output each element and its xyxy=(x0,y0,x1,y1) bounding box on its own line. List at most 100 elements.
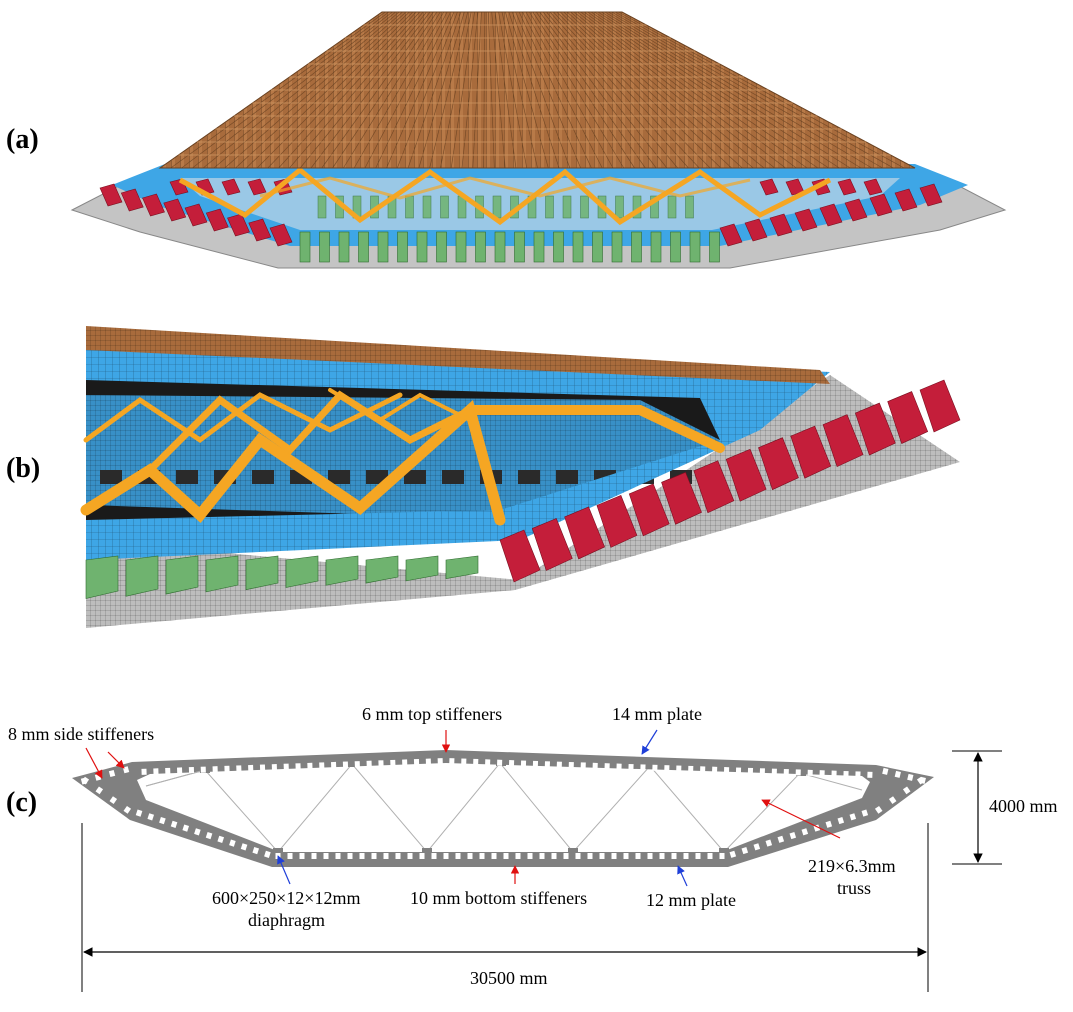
label-truss-1: 219×6.3mm xyxy=(808,856,896,876)
side-stiffener xyxy=(919,183,943,207)
bottom-stiffener xyxy=(553,231,564,263)
panel-label-c: (c) xyxy=(6,787,38,818)
bottom-stiffener xyxy=(709,231,720,263)
bottom-stiffener xyxy=(338,231,350,263)
side-stiffener xyxy=(227,213,250,237)
panel-b-model xyxy=(80,326,961,628)
bottom-stiffener xyxy=(572,231,584,263)
side-stiffener xyxy=(790,425,832,479)
side-stiffener xyxy=(919,379,961,433)
bottom-stiffener xyxy=(422,195,432,219)
bottom-stiffener xyxy=(436,231,447,263)
side-stiffener xyxy=(248,218,272,242)
bottom-stiffener xyxy=(285,555,319,588)
side-stiffener xyxy=(822,414,864,468)
bottom-stiffener xyxy=(670,231,681,263)
bottom-stiffener xyxy=(205,555,239,593)
side-stiffener xyxy=(855,402,896,456)
bottom-stiffener xyxy=(615,195,624,219)
arrow-side-stiffeners-1 xyxy=(85,747,103,779)
bottom-stiffener xyxy=(455,231,467,263)
side-stiffener xyxy=(661,471,702,525)
arrow-side-stiffeners-2 xyxy=(107,751,125,769)
truss-b xyxy=(80,388,725,526)
arrow-top-plate xyxy=(641,729,658,755)
bottom-stiffener xyxy=(319,231,330,263)
side-stiffener xyxy=(863,178,883,196)
bottom-stiffener xyxy=(299,231,311,263)
bottom-stiffener xyxy=(689,231,701,263)
bottom-stiffener xyxy=(317,195,327,219)
side-stiffener xyxy=(221,178,241,196)
side-stiffener xyxy=(247,178,267,196)
side-stiffener xyxy=(628,483,670,537)
side-stiffener xyxy=(894,188,918,212)
side-stiffener xyxy=(794,208,818,232)
side-stiffener xyxy=(142,193,165,217)
bottom-stiffener xyxy=(545,195,554,219)
side-stiffener xyxy=(759,178,779,196)
label-bottom-plate: 12 mm plate xyxy=(646,890,736,910)
bottom-stiffener xyxy=(650,231,662,263)
side-stiffener xyxy=(99,183,123,207)
label-truss-2: truss xyxy=(837,878,871,898)
arrow-diaphragm xyxy=(277,855,291,885)
label-width: 30500 mm xyxy=(470,968,548,988)
side-stiffener xyxy=(719,223,743,247)
bottom-stiffener xyxy=(397,231,408,263)
bottom-stiffener xyxy=(562,195,572,219)
bottom-stiffener xyxy=(377,231,389,263)
section-inner xyxy=(137,763,870,852)
label-bottom-stiffeners: 10 mm bottom stiffeners xyxy=(410,888,587,908)
side-stiffener xyxy=(205,208,229,232)
bottom-stiffener xyxy=(245,555,279,591)
bottom-stiffener xyxy=(416,231,428,263)
side-stiffener xyxy=(819,203,843,227)
bottom-stiffener xyxy=(514,231,525,263)
bottom-stiffener xyxy=(667,195,677,219)
bottom-stiffener xyxy=(492,195,502,219)
label-side-stiffeners: 8 mm side stiffeners xyxy=(8,724,154,744)
panel-label-a: (a) xyxy=(6,124,39,155)
bottom-stiffeners-a xyxy=(299,195,720,263)
side-stiffener xyxy=(499,529,541,583)
side-stiffeners-b xyxy=(499,379,961,583)
bottom-stiffener xyxy=(125,555,159,597)
side-stiffener xyxy=(769,213,793,237)
label-diaphragm-1: 600×250×12×12mm xyxy=(212,888,360,908)
bottom-stiffener xyxy=(580,195,589,219)
bottom-stiffener xyxy=(440,195,449,219)
side-stiffeners-a-right xyxy=(719,178,943,247)
bottom-stiffener xyxy=(475,231,486,263)
side-stiffener xyxy=(844,198,868,222)
side-stiffener xyxy=(887,391,929,444)
side-stiffener xyxy=(120,188,144,212)
bottom-stiffener xyxy=(650,195,659,219)
bottom-stiffener xyxy=(592,231,603,263)
side-stiffener xyxy=(869,193,893,217)
bottom-stiffener xyxy=(85,555,119,599)
arrow-bottom-plate xyxy=(677,865,688,887)
arrow-truss xyxy=(761,799,841,839)
bottom-stiffener xyxy=(685,195,694,219)
panel-a-model xyxy=(70,11,1007,269)
bottom-stiffener xyxy=(405,195,414,219)
label-top-stiffeners: 6 mm top stiffeners xyxy=(362,704,502,724)
bottom-stiffener xyxy=(445,555,479,580)
side-stiffener xyxy=(596,494,638,548)
side-stiffener xyxy=(758,437,799,491)
panel-c-section: 8 mm side stiffeners 6 mm top stiffeners… xyxy=(8,704,1058,992)
bottom-stiffener xyxy=(358,231,369,263)
side-stiffener xyxy=(725,448,767,502)
side-stiffener xyxy=(693,460,735,514)
bottom-stiffener xyxy=(533,231,545,263)
side-stiffener xyxy=(744,218,768,242)
bottom-stiffener xyxy=(611,231,623,263)
bottom-stiffener xyxy=(365,555,399,584)
bottom-stiffeners-b xyxy=(85,555,479,599)
bottom-stiffener xyxy=(494,231,506,263)
side-stiffener xyxy=(163,198,187,222)
label-height: 4000 mm xyxy=(989,796,1058,816)
bottom-stiffener xyxy=(631,231,642,263)
